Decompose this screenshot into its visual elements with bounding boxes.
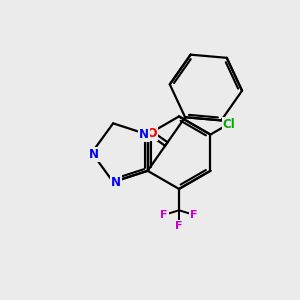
Text: F: F bbox=[175, 221, 183, 231]
Text: F: F bbox=[190, 210, 198, 220]
Text: N: N bbox=[111, 176, 121, 188]
Text: Cl: Cl bbox=[223, 118, 235, 131]
Text: N: N bbox=[89, 148, 99, 161]
Text: F: F bbox=[160, 210, 168, 220]
Text: N: N bbox=[139, 128, 149, 141]
Text: O: O bbox=[146, 127, 157, 140]
